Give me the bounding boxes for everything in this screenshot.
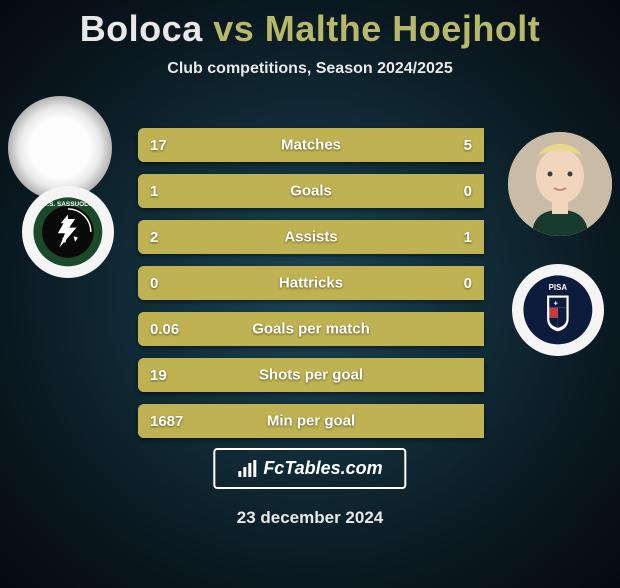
- stat-value-left: 19: [138, 367, 179, 384]
- stat-value-left: 0.06: [138, 321, 191, 338]
- stat-value-left: 2: [138, 229, 170, 246]
- svg-text:✚: ✚: [554, 301, 558, 307]
- player2-club-badge: PISA ✚: [512, 264, 604, 356]
- date-text: 23 december 2024: [237, 508, 384, 528]
- stat-value-right: 1: [452, 229, 484, 246]
- brand-text: FcTables.com: [263, 458, 382, 479]
- stat-row: 19 Shots per goal: [138, 358, 484, 392]
- stats-container: 17 5 Matches 1 0 Goals 2 1 Assists 0 0 Hattricks 0.0…: [138, 128, 484, 450]
- chart-icon: [237, 460, 257, 478]
- vs-separator: vs: [213, 8, 254, 49]
- svg-text:U.S. SASSUOLO: U.S. SASSUOLO: [43, 201, 93, 208]
- brand-badge: FcTables.com: [213, 448, 406, 489]
- stat-label: Matches: [281, 137, 341, 154]
- stat-row: 0.06 Goals per match: [138, 312, 484, 346]
- stat-value-right: 5: [452, 137, 484, 154]
- stat-row: 1 0 Goals: [138, 174, 484, 208]
- stat-label: Hattricks: [279, 275, 343, 292]
- stat-value-left: 1: [138, 183, 170, 200]
- stat-label: Goals per match: [252, 321, 370, 338]
- stat-label: Assists: [284, 229, 337, 246]
- stat-label: Goals: [290, 183, 332, 200]
- player1-name: Boloca: [80, 8, 203, 49]
- stat-label: Min per goal: [267, 413, 355, 430]
- subtitle: Club competitions, Season 2024/2025: [0, 60, 620, 78]
- stat-label: Shots per goal: [259, 367, 363, 384]
- stat-value-left: 17: [138, 137, 179, 154]
- player2-name: Malthe Hoejholt: [265, 8, 541, 49]
- svg-text:PISA: PISA: [549, 283, 568, 292]
- player1-club-badge: U.S. SASSUOLO: [22, 186, 114, 278]
- stat-row: 17 5 Matches: [138, 128, 484, 162]
- stat-row: 0 0 Hattricks: [138, 266, 484, 300]
- page-title: Boloca vs Malthe Hoejholt: [0, 8, 620, 50]
- stat-value-right: 0: [452, 275, 484, 292]
- stat-row: 1687 Min per goal: [138, 404, 484, 438]
- player2-avatar: [508, 132, 612, 236]
- stat-value-left: 0: [138, 275, 170, 292]
- stat-row: 2 1 Assists: [138, 220, 484, 254]
- stat-value-right: 0: [452, 183, 484, 200]
- stat-value-left: 1687: [138, 413, 195, 430]
- player1-avatar: [8, 96, 112, 200]
